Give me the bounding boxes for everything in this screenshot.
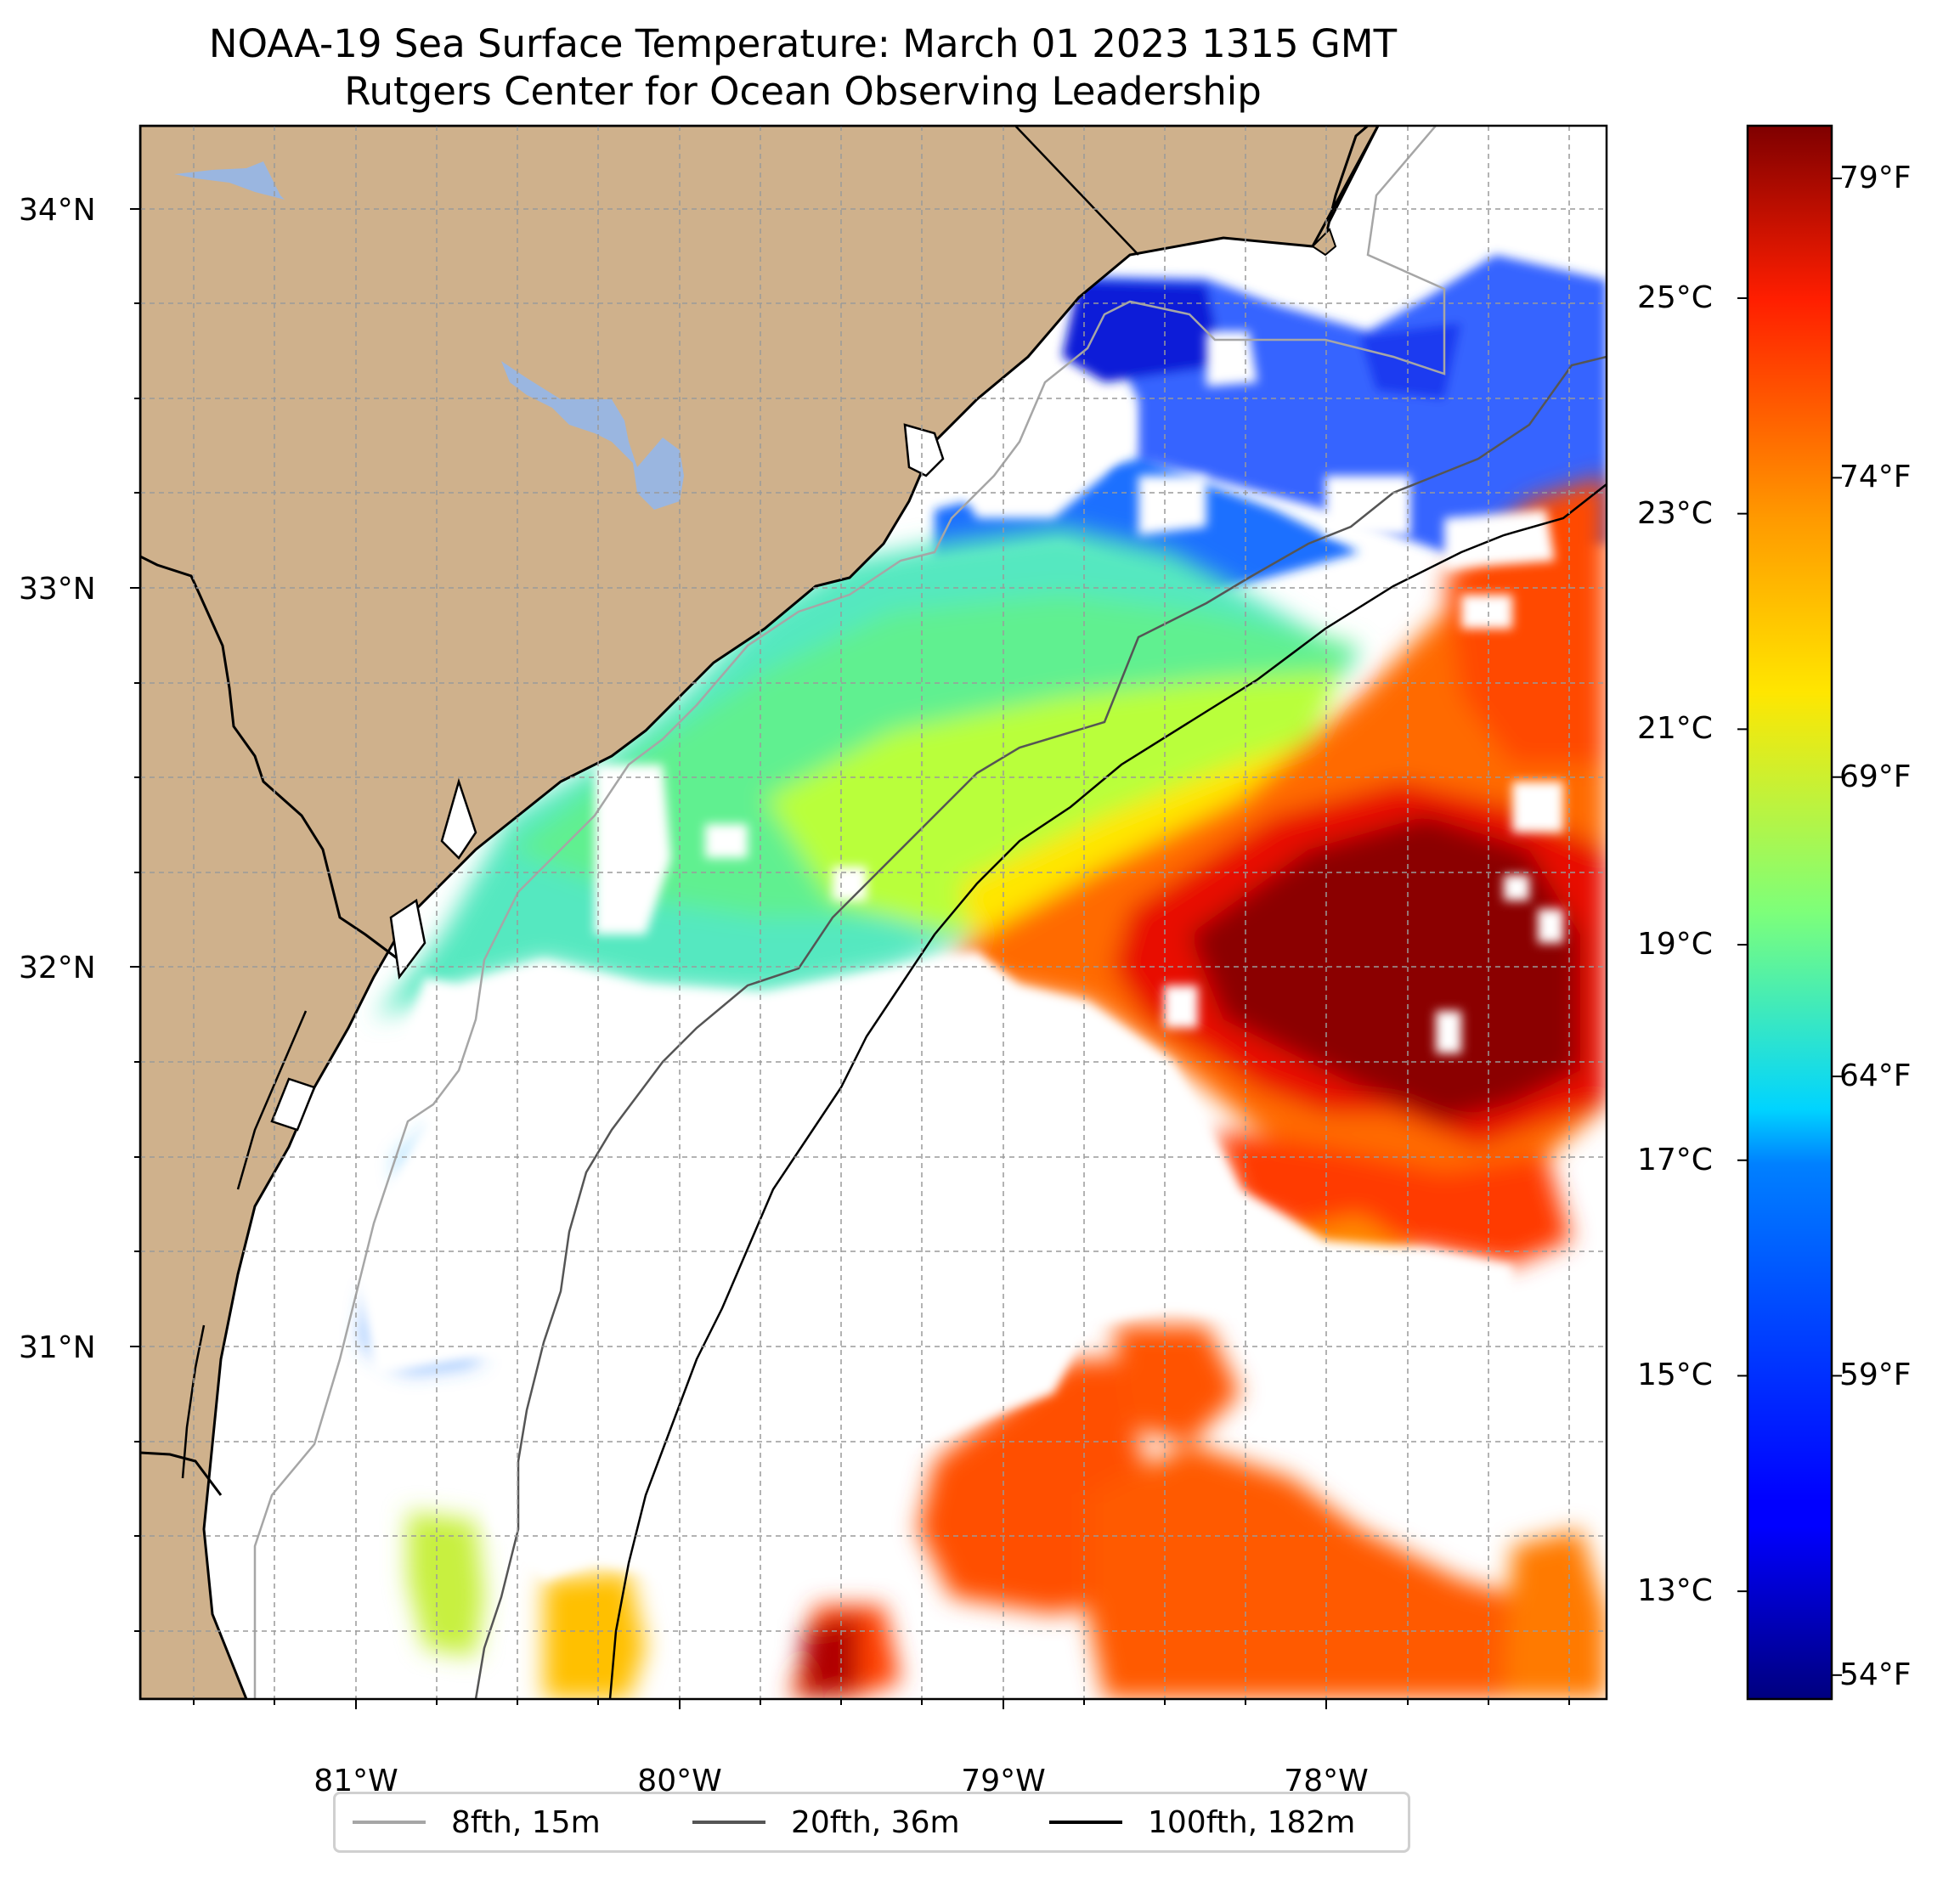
colorbar-label-celsius: 13°C [1637,1573,1713,1609]
map-frame [138,124,1608,1701]
legend-label-100fth: 100fth, 182m [1148,1804,1356,1840]
lat-label-34n: 34°N [19,193,96,228]
colorbar-label-celsius: 23°C [1637,495,1713,531]
map-title: NOAA-19 Sea Surface Temperature: March 0… [208,21,1398,66]
colorbar [1737,124,1842,1701]
colorbar-label-celsius: 15°C [1637,1358,1713,1393]
lat-label-31n: 31°N [19,1330,96,1365]
colorbar-label-fahrenheit: 74°F [1839,460,1912,495]
colorbar-label-fahrenheit: 69°F [1839,759,1912,794]
colorbar-label-celsius: 19°C [1637,927,1713,963]
legend-item-8fth: 8fth, 15m [353,1794,601,1850]
gridlines [140,126,1607,1699]
lat-label-32n: 32°N [19,951,96,985]
colorbar-label-celsius: 25°C [1637,279,1713,315]
sst-field [357,255,1607,1699]
lon-ticks [193,1699,1570,1709]
legend-swatch-100fth [1049,1821,1122,1824]
legend-swatch-8fth [353,1821,426,1824]
colorbar-label-fahrenheit: 79°F [1839,161,1912,195]
legend-label-8fth: 8fth, 15m [451,1804,601,1840]
legend-label-20fth: 20fth, 36m [791,1804,960,1840]
colorbar-label-celsius: 17°C [1637,1142,1713,1177]
colorbar-label-fahrenheit: 54°F [1839,1657,1912,1692]
legend-item-20fth: 20fth, 36m [692,1794,960,1850]
lat-label-33n: 33°N [19,572,96,607]
map-panel [140,126,1607,1699]
colorbar-label-fahrenheit: 59°F [1839,1358,1912,1393]
colorbar-label-fahrenheit: 64°F [1839,1059,1912,1094]
legend-item-100fth: 100fth, 182m [1049,1794,1355,1850]
bathymetry-contours [253,126,1607,1699]
colorbar-label-celsius: 21°C [1637,711,1713,747]
colorbar-gradient [1746,124,1833,1701]
map-subtitle: Rutgers Center for Ocean Observing Leade… [344,69,1262,114]
land [140,126,1380,1699]
lat-ticks [130,208,140,1632]
legend-swatch-20fth [692,1821,765,1824]
contour-legend: 8fth, 15m 20fth, 36m 100fth, 182m [333,1792,1410,1853]
